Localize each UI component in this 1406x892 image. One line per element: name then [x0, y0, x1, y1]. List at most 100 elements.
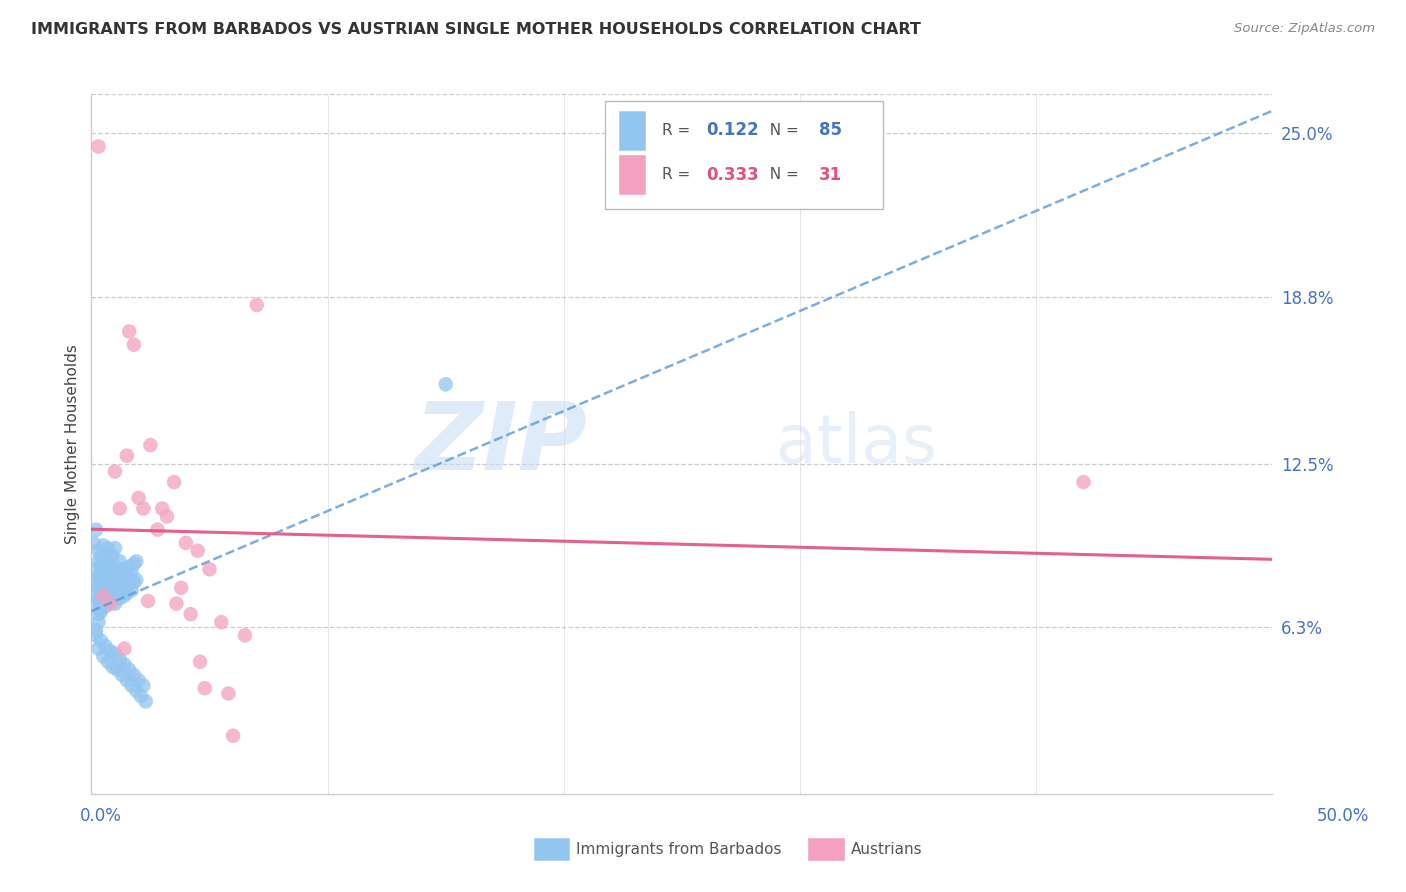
Point — [132, 501, 155, 516]
Point — [91, 589, 114, 603]
Point — [97, 575, 120, 590]
Point — [91, 591, 114, 606]
Point — [114, 570, 136, 584]
Point — [97, 655, 120, 669]
Point — [125, 554, 148, 568]
Point — [108, 554, 131, 568]
Point — [209, 615, 232, 629]
Text: 0.0%: 0.0% — [80, 807, 122, 825]
Y-axis label: Single Mother Households: Single Mother Households — [65, 343, 80, 544]
Bar — [619, 112, 645, 150]
Point — [121, 583, 143, 598]
Point — [198, 562, 221, 576]
Point — [84, 562, 107, 576]
Point — [90, 597, 112, 611]
Point — [87, 594, 110, 608]
Point — [122, 575, 145, 590]
Point — [125, 573, 148, 587]
Point — [84, 628, 107, 642]
Point — [115, 586, 138, 600]
Point — [194, 681, 217, 696]
Point — [136, 594, 159, 608]
Text: IMMIGRANTS FROM BARBADOS VS AUSTRIAN SINGLE MOTHER HOUSEHOLDS CORRELATION CHART: IMMIGRANTS FROM BARBADOS VS AUSTRIAN SIN… — [31, 22, 921, 37]
Point — [98, 589, 121, 603]
Point — [111, 581, 134, 595]
Point — [170, 581, 193, 595]
Point — [91, 539, 114, 553]
Point — [104, 465, 127, 479]
Point — [104, 578, 127, 592]
Point — [128, 673, 150, 688]
Point — [115, 449, 138, 463]
Point — [94, 639, 117, 653]
Point — [122, 668, 145, 682]
Text: Immigrants from Barbados: Immigrants from Barbados — [576, 842, 782, 856]
Point — [97, 541, 120, 556]
Point — [121, 679, 143, 693]
Point — [90, 567, 112, 582]
Point — [135, 694, 157, 708]
Text: Source: ZipAtlas.com: Source: ZipAtlas.com — [1234, 22, 1375, 36]
Text: N =: N = — [759, 167, 803, 182]
Point — [101, 586, 124, 600]
Point — [98, 644, 121, 658]
Point — [87, 570, 110, 584]
Point — [118, 325, 141, 339]
Point — [104, 559, 127, 574]
Point — [104, 541, 127, 556]
Point — [222, 729, 245, 743]
Point — [115, 673, 138, 688]
Point — [87, 607, 110, 622]
Text: R =: R = — [662, 123, 695, 138]
Point — [90, 559, 112, 574]
Point — [163, 475, 186, 489]
Point — [146, 523, 169, 537]
Point — [87, 554, 110, 568]
Point — [98, 570, 121, 584]
Point — [83, 536, 105, 550]
Point — [150, 501, 173, 516]
Point — [108, 591, 131, 606]
Point — [97, 594, 120, 608]
Point — [90, 633, 112, 648]
Point — [84, 589, 107, 603]
Point — [114, 641, 136, 656]
Point — [105, 583, 128, 598]
Point — [122, 557, 145, 571]
Point — [90, 549, 112, 563]
Point — [233, 628, 256, 642]
Text: N =: N = — [759, 123, 803, 138]
Point — [108, 573, 131, 587]
Point — [94, 546, 117, 560]
Point — [104, 597, 127, 611]
Point — [101, 549, 124, 563]
Point — [434, 377, 457, 392]
Point — [122, 337, 145, 351]
Point — [87, 641, 110, 656]
Point — [94, 565, 117, 579]
Point — [187, 543, 209, 558]
Point — [118, 578, 141, 592]
Bar — [605, 101, 883, 210]
Point — [101, 567, 124, 582]
Point — [98, 551, 121, 566]
Point — [111, 668, 134, 682]
Text: 0.122: 0.122 — [707, 121, 759, 139]
Point — [132, 679, 155, 693]
Point — [104, 647, 127, 661]
Point — [98, 597, 121, 611]
Point — [87, 615, 110, 629]
Point — [156, 509, 179, 524]
Point — [174, 536, 197, 550]
Point — [101, 660, 124, 674]
Point — [111, 562, 134, 576]
Point — [91, 578, 114, 592]
Bar — [619, 155, 645, 194]
Point — [97, 557, 120, 571]
Point — [115, 567, 138, 582]
Point — [108, 501, 131, 516]
Text: R =: R = — [662, 167, 695, 182]
Point — [94, 599, 117, 614]
Point — [90, 605, 112, 619]
Point — [165, 597, 187, 611]
